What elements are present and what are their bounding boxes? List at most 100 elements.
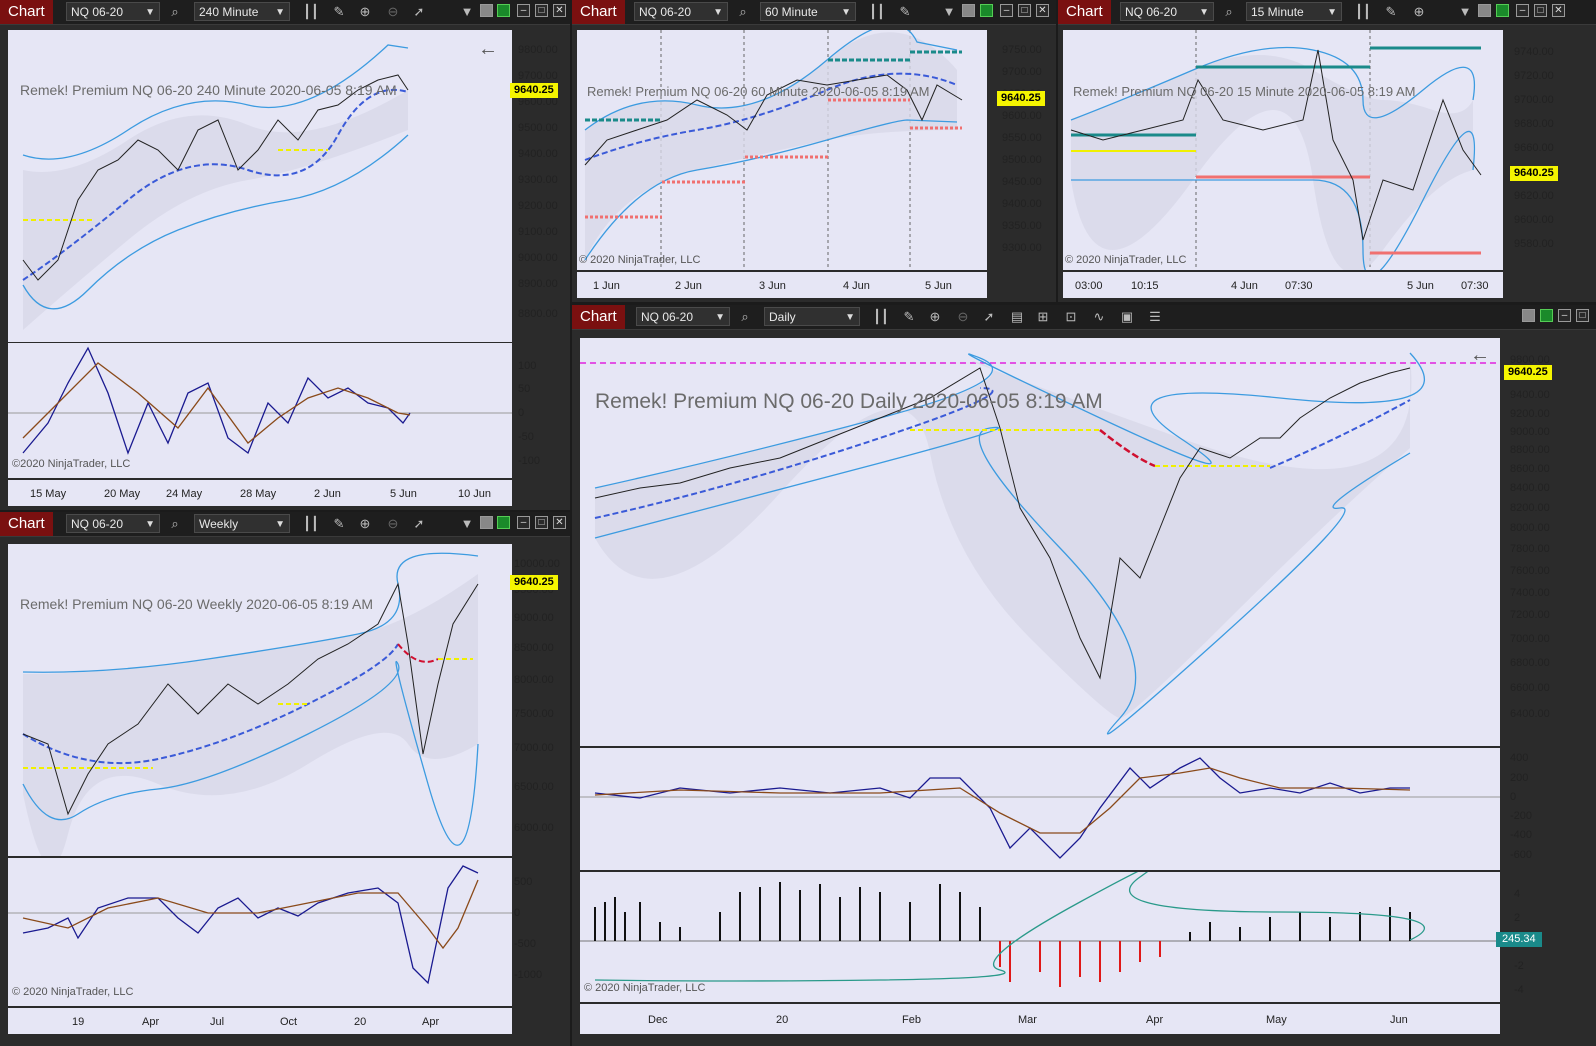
chart-menu-button[interactable]: Chart [572,0,625,24]
search-icon[interactable]: ⌕ [739,4,747,19]
instrument-selector[interactable]: NQ 06-20 ▼ [66,514,160,533]
close-button[interactable]: ✕ [1036,4,1049,17]
pointer-icon[interactable]: ➚ [413,4,425,19]
zoom-out-icon[interactable]: ⊖ [387,516,399,531]
oscillator-panel[interactable] [580,748,1500,870]
search-icon[interactable]: ⌕ [741,309,749,324]
link-button[interactable] [480,4,493,17]
status-button[interactable] [1540,309,1553,322]
pencil-icon[interactable]: ✎ [899,4,911,19]
toolbar: Chart NQ 06-20 ▼ ⌕ Daily ▼ ┃┃ ✎ ⊕ ⊖ ➚ ▤ ⊞ … [572,305,1596,330]
pencil-icon[interactable]: ✎ [903,309,915,324]
interval-selector[interactable]: Daily ▼ [764,307,860,326]
price-panel[interactable]: Remek! Premium NQ 06-20 60 Minute 2020-0… [577,30,987,270]
close-button[interactable]: ✕ [1552,4,1565,17]
minimize-button[interactable]: – [1558,309,1571,322]
search-icon[interactable]: ⌕ [171,4,179,19]
overflow-icon[interactable]: ▼ [1458,4,1472,19]
histogram-panel[interactable]: © 2020 NinjaTrader, LLC [580,872,1500,1002]
price-panel[interactable]: Remek! Premium NQ 06-20 Weekly 2020-06-0… [8,544,512,856]
instrument-selector[interactable]: NQ 06-20 ▼ [66,2,160,21]
interval-selector[interactable]: 15 Minute ▼ [1246,2,1342,21]
chart-menu-button[interactable]: Chart [572,305,625,329]
zoom-in-icon[interactable]: ⊕ [1413,4,1425,19]
zoom-out-icon[interactable]: ⊖ [387,4,399,19]
date-tick: 5 Jun [390,488,417,500]
minimize-button[interactable]: – [1516,4,1529,17]
close-button[interactable]: ✕ [553,516,566,529]
link-button[interactable] [962,4,975,17]
link-button[interactable] [1522,309,1535,322]
data-box-icon[interactable]: ▤ [1010,309,1024,324]
back-arrow-icon[interactable]: ← [478,38,498,60]
price-tick: 7600.00 [1510,565,1550,577]
copyright-text: © 2020 NinjaTrader, LLC [12,986,134,998]
maximize-button[interactable]: □ [535,516,548,529]
instrument-selector[interactable]: NQ 06-20 ▼ [636,307,730,326]
overflow-icon[interactable]: ▼ [460,516,474,531]
status-button[interactable] [1496,4,1509,17]
status-button[interactable] [980,4,993,17]
chart-menu-button[interactable]: Chart [0,512,53,536]
price-panel[interactable]: Remek! Premium NQ 06-20 15 Minute 2020-0… [1063,30,1503,270]
pointer-icon[interactable]: ➚ [983,309,995,324]
templates-icon[interactable]: ▣ [1120,309,1134,324]
pencil-icon[interactable]: ✎ [1385,4,1397,19]
date-tick: 10:15 [1131,280,1159,292]
price-panel[interactable]: Remek! Premium NQ 06-20 240 Minute 2020-… [8,30,512,342]
chart-window-60min: Chart NQ 06-20 ▼ ⌕ 60 Minute ▼ ┃┃ ✎ ▼ – □ … [572,0,1056,302]
osc-tick: 500 [514,876,533,888]
interval-selector[interactable]: 60 Minute ▼ [760,2,856,21]
pencil-icon[interactable]: ✎ [333,4,345,19]
interval-selector[interactable]: 240 Minute ▼ [194,2,290,21]
strategies-icon[interactable]: ⊡ [1065,309,1077,324]
bar-type-icon[interactable]: ┃┃ [869,4,885,19]
chevron-down-icon: ▼ [1199,7,1209,18]
zoom-out-icon[interactable]: ⊖ [957,309,969,324]
maximize-button[interactable]: □ [1576,309,1589,322]
date-tick: 20 [776,1014,789,1026]
zoom-in-icon[interactable]: ⊕ [359,516,371,531]
overflow-icon[interactable]: ▼ [460,4,474,19]
link-button[interactable] [480,516,493,529]
instrument-selector[interactable]: NQ 06-20 ▼ [1120,2,1214,21]
status-button[interactable] [497,4,510,17]
indicators-icon[interactable]: ∿ [1093,309,1105,324]
bar-type-icon[interactable]: ┃┃ [873,309,889,324]
properties-icon[interactable]: ⊞ [1037,309,1049,324]
minimize-button[interactable]: – [517,4,530,17]
price-tick: 6000.00 [514,822,554,834]
oscillator-panel[interactable]: ©2020 NinjaTrader, LLC [8,343,512,478]
last-price-marker: 9640.25 [1504,365,1552,380]
minimize-button[interactable]: – [517,516,530,529]
instrument-selector[interactable]: NQ 06-20 ▼ [634,2,728,21]
chart-menu-button[interactable]: Chart [0,0,53,24]
osc-tick: 400 [1510,752,1529,764]
close-button[interactable]: ✕ [553,4,566,17]
pencil-icon[interactable]: ✎ [333,516,345,531]
bar-type-icon[interactable]: ┃┃ [1355,4,1371,19]
zoom-in-icon[interactable]: ⊕ [359,4,371,19]
chart-menu-button[interactable]: Chart [1058,0,1111,24]
search-icon[interactable]: ⌕ [1225,4,1233,19]
price-panel[interactable]: Remek! Premium NQ 06-20 Daily 2020-06-05… [580,338,1500,746]
search-icon[interactable]: ⌕ [171,516,179,531]
overflow-icon[interactable]: ▼ [942,4,956,19]
maximize-button[interactable]: □ [1018,4,1031,17]
toolbar: Chart NQ 06-20 ▼ ⌕ 15 Minute ▼ ┃┃ ✎ ⊕ ▼ – … [1058,0,1596,25]
status-button[interactable] [497,516,510,529]
minimize-button[interactable]: – [1000,4,1013,17]
maximize-button[interactable]: □ [535,4,548,17]
back-arrow-icon[interactable]: ← [1470,344,1490,366]
pointer-icon[interactable]: ➚ [413,516,425,531]
bar-type-icon[interactable]: ┃┃ [303,4,319,19]
interval-selector[interactable]: Weekly ▼ [194,514,290,533]
list-icon[interactable]: ☰ [1149,309,1161,324]
bar-type-icon[interactable]: ┃┃ [303,516,319,531]
zoom-in-icon[interactable]: ⊕ [929,309,941,324]
maximize-button[interactable]: □ [1534,4,1547,17]
osc-tick: 200 [1510,772,1529,784]
oscillator-panel[interactable]: © 2020 NinjaTrader, LLC [8,858,512,1006]
link-button[interactable] [1478,4,1491,17]
chart-window-weekly: Chart NQ 06-20 ▼ ⌕ Weekly ▼ ┃┃ ✎ ⊕ ⊖ ➚ ▼ –… [0,512,570,1046]
